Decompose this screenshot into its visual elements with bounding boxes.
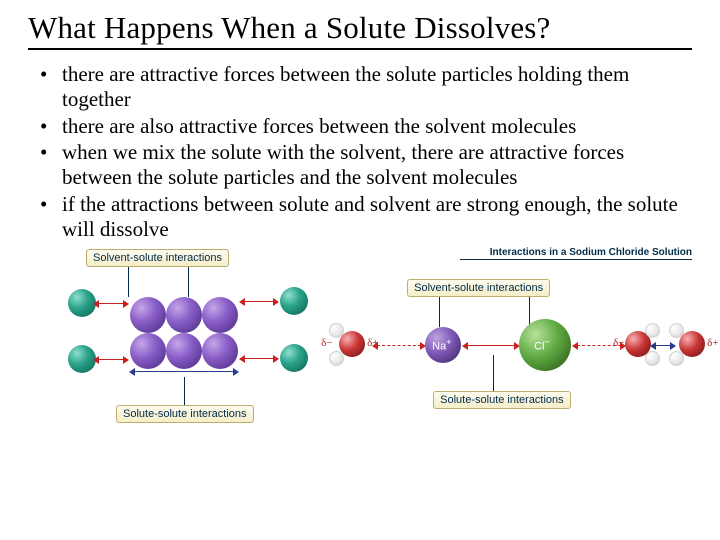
arrow-attraction	[98, 303, 124, 304]
hydrogen-atom	[329, 351, 344, 366]
diagram-row: Solvent-solute interactions Solute-solut…	[28, 249, 692, 439]
solute-sphere	[130, 297, 166, 333]
solute-sphere	[202, 333, 238, 369]
solute-sphere	[130, 333, 166, 369]
diagram-solvent-solute-generic: Solvent-solute interactions Solute-solut…	[68, 249, 313, 439]
solvent-sphere	[280, 344, 308, 372]
arrow-attraction	[244, 301, 274, 302]
arrow-ion-dipole	[377, 345, 421, 346]
leader-line	[188, 267, 189, 297]
diagram-nacl-solution: Interactions in a Sodium Chloride Soluti…	[329, 249, 692, 439]
leader-line	[128, 267, 129, 297]
label-solvent-solute: Solvent-solute interactions	[86, 249, 229, 267]
leader-line	[439, 297, 440, 327]
bullet-list: there are attractive forces between the …	[28, 62, 692, 241]
solvent-sphere	[68, 345, 96, 373]
solute-sphere	[166, 333, 202, 369]
bullet-item: there are attractive forces between the …	[40, 62, 692, 112]
delta-minus: δ−	[321, 337, 332, 349]
leader-line	[493, 355, 494, 391]
bullet-item: when we mix the solute with the solvent,…	[40, 140, 692, 190]
arrow-attraction	[98, 359, 124, 360]
delta-minus: δ−	[613, 337, 624, 349]
label-solvent-solute: Solvent-solute interactions	[407, 279, 550, 297]
hydrogen-atom	[669, 351, 684, 366]
solute-sphere	[166, 297, 202, 333]
solvent-sphere	[280, 287, 308, 315]
page-title: What Happens When a Solute Dissolves?	[28, 10, 692, 50]
arrow-solute-solute	[134, 371, 234, 372]
bullet-item: there are also attractive forces between…	[40, 114, 692, 139]
hydrogen-atom	[645, 323, 660, 338]
label-solute-solute: Solute-solute interactions	[116, 405, 254, 423]
label-solute-solute: Solute-solute interactions	[433, 391, 571, 409]
arrow-attraction	[244, 358, 274, 359]
arrow-ionic-bond	[467, 345, 515, 346]
oxygen-atom	[679, 331, 705, 357]
diagram-title: Interactions in a Sodium Chloride Soluti…	[460, 247, 692, 260]
oxygen-atom	[339, 331, 365, 357]
bullet-item: if the attractions between solute and so…	[40, 192, 692, 242]
hydrogen-atom	[645, 351, 660, 366]
solute-sphere	[202, 297, 238, 333]
leader-line	[184, 377, 185, 405]
sodium-ion	[425, 327, 461, 363]
delta-plus: δ+	[707, 337, 718, 349]
chloride-ion	[519, 319, 571, 371]
solvent-sphere	[68, 289, 96, 317]
arrow-solvent-solvent	[655, 345, 671, 346]
